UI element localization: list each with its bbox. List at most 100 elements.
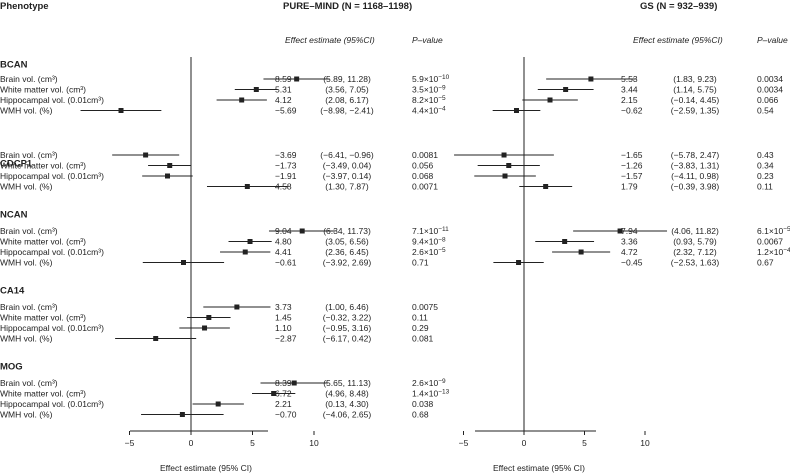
p-value: 1.2×10−4 [757, 247, 790, 257]
point-estimate [547, 97, 553, 103]
row-label: WMH vol. (%) [0, 258, 53, 268]
point-estimate [118, 108, 124, 113]
row-label: Hippocampal vol. (0.01cm³) [0, 171, 104, 181]
x-tick-label: 0 [522, 438, 527, 448]
row-label: Brain vol. (cm³) [0, 378, 58, 388]
group-label-ncan: NCAN [0, 210, 28, 221]
point-estimate [578, 249, 584, 255]
point-estimate [242, 249, 248, 255]
effect-estimate-value: −0.70 [275, 410, 297, 420]
p-value: 0.68 [412, 410, 429, 420]
p-value: 0.038 [412, 399, 434, 409]
p-value: 0.0067 [757, 237, 783, 247]
point-estimate [299, 228, 305, 234]
effect-estimate-value: 7.94 [621, 226, 638, 236]
point-estimate [501, 152, 507, 158]
point-estimate [165, 173, 171, 179]
p-value: 0.29 [412, 323, 429, 333]
row-label: Hippocampal vol. (0.01cm³) [0, 247, 104, 257]
effect-estimate-value: −2.87 [275, 334, 297, 344]
confidence-interval-value: (0.13, 4.30) [325, 399, 369, 409]
point-estimate [239, 97, 245, 103]
point-estimate [244, 184, 250, 189]
p-value: 0.0034 [757, 74, 783, 84]
point-estimate [506, 163, 512, 168]
p-value: 6.1×10−5 [757, 226, 790, 236]
p-value: 0.0081 [412, 150, 438, 160]
effect-estimate-value: 9.04 [275, 226, 292, 236]
p-value: 4.4×10−4 [412, 106, 446, 116]
confidence-interval-value: (5.89, 11.28) [323, 74, 371, 84]
effect-estimate-value: 3.44 [621, 85, 638, 95]
p-value: 2.6×10−9 [412, 378, 446, 388]
point-estimate [215, 401, 221, 407]
row-label: Brain vol. (cm³) [0, 226, 58, 236]
effect-estimate-value: 4.72 [621, 247, 638, 257]
p-value: 0.068 [412, 171, 434, 181]
group-label-bcan: BCAN [0, 60, 28, 71]
confidence-interval-value: (2.36, 6.45) [325, 247, 369, 257]
confidence-interval-value: (−8.98, −2.41) [320, 106, 374, 116]
confidence-interval-value: (5.65, 11.13) [323, 378, 371, 388]
point-estimate [271, 391, 277, 396]
p-value: 0.34 [757, 161, 774, 171]
confidence-interval-value: (4.96, 8.48) [325, 389, 369, 399]
confidence-interval-value: (−0.39, 3.98) [671, 182, 720, 192]
effect-estimate-value: 4.41 [275, 247, 292, 257]
x-tick-label: 10 [309, 438, 319, 448]
row-label: Hippocampal vol. (0.01cm³) [0, 95, 104, 105]
effect-col-header-right: Effect estimate (95%CI) [633, 35, 723, 45]
row-label: WMH vol. (%) [0, 410, 53, 420]
p-value: 0.0034 [757, 85, 783, 95]
confidence-interval-value: (−3.92, 2.69) [323, 258, 372, 268]
effect-estimate-value: −1.57 [621, 171, 643, 181]
confidence-interval-value: (1.83, 9.23) [673, 74, 717, 84]
x-tick-label: −5 [459, 438, 469, 448]
x-tick-label: −5 [125, 438, 135, 448]
effect-estimate-value: −1.73 [275, 161, 297, 171]
confidence-interval-value: (−0.95, 3.16) [323, 323, 372, 333]
p-col-header-right: P–value [757, 35, 788, 45]
confidence-interval-value: (1.14, 5.75) [673, 85, 717, 95]
effect-estimate-value: 5.31 [275, 85, 292, 95]
confidence-interval-value: (−4.06, 2.65) [323, 410, 372, 420]
p-value: 0.0071 [412, 182, 438, 192]
row-label: Brain vol. (cm³) [0, 150, 58, 160]
panel-title-pure-mind: PURE–MIND (N = 1168–1198) [283, 1, 412, 12]
point-estimate [202, 325, 208, 331]
effect-estimate-value: 8.59 [275, 74, 292, 84]
p-value: 0.081 [412, 334, 434, 344]
p-value: 0.056 [412, 161, 434, 171]
point-estimate [502, 173, 508, 179]
point-estimate [291, 380, 297, 386]
p-value: 3.5×10−9 [412, 85, 446, 95]
point-estimate [294, 76, 300, 82]
confidence-interval-value: (−3.97, 0.14) [323, 171, 372, 181]
row-label: Hippocampal vol. (0.01cm³) [0, 399, 104, 409]
p-value: 7.1×10−11 [412, 226, 449, 236]
row-label: WMH vol. (%) [0, 182, 53, 192]
effect-estimate-value: −0.45 [621, 258, 643, 268]
confidence-interval-value: (2.08, 6.17) [325, 95, 369, 105]
row-label: WMH vol. (%) [0, 106, 53, 116]
effect-estimate-value: 4.58 [275, 182, 292, 192]
row-label: White matter vol. (cm³) [0, 389, 86, 399]
point-estimate [253, 87, 259, 92]
effect-estimate-value: 4.12 [275, 95, 292, 105]
p-value: 2.6×10−5 [412, 247, 446, 257]
row-label: Hippocampal vol. (0.01cm³) [0, 323, 104, 333]
confidence-interval-value: (−6.41, −0.96) [320, 150, 374, 160]
point-estimate [617, 228, 623, 234]
p-value: 9.4×10−8 [412, 237, 446, 247]
confidence-interval-value: (1.30, 7.87) [325, 182, 369, 192]
confidence-interval-value: (−0.32, 3.22) [323, 313, 372, 323]
point-estimate [543, 184, 549, 189]
effect-estimate-value: −1.91 [275, 171, 297, 181]
confidence-interval-value: (−4.11, 0.98) [671, 171, 719, 181]
effect-estimate-value: 3.73 [275, 302, 292, 312]
point-estimate [247, 239, 253, 244]
x-tick-label: 10 [640, 438, 650, 448]
point-estimate [179, 412, 185, 417]
effect-estimate-value: −0.61 [275, 258, 297, 268]
point-estimate [143, 152, 149, 158]
